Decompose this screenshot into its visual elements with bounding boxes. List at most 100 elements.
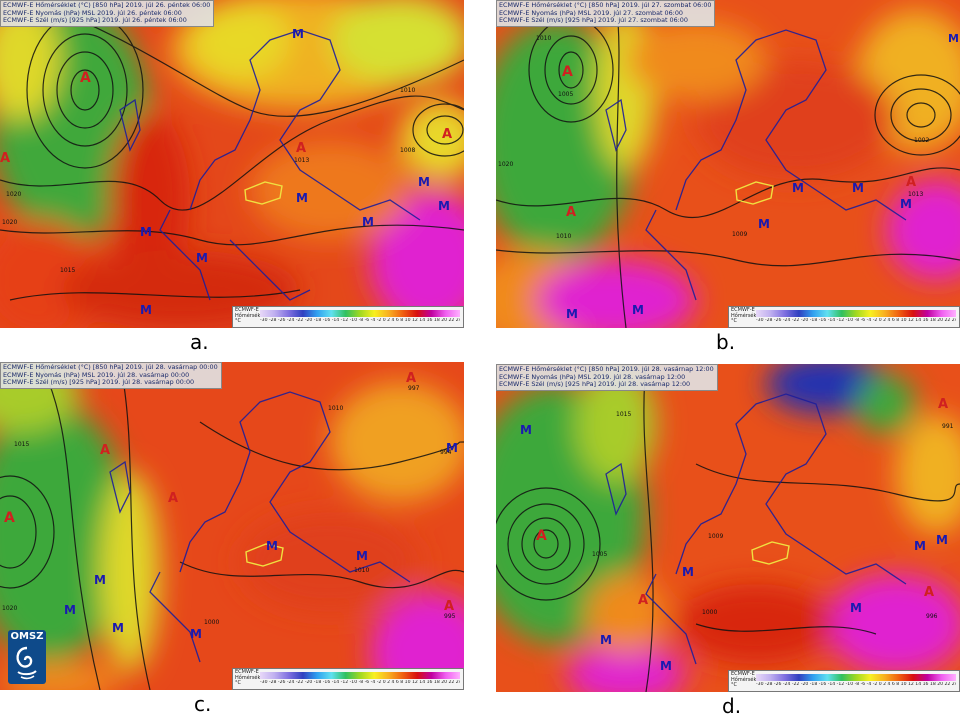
isobar-label: 1009	[732, 231, 747, 238]
low-pressure-symbol: M	[600, 633, 612, 647]
legend-brand: ECMWF-E	[235, 307, 259, 313]
high-pressure-symbol: A	[566, 205, 576, 220]
isobar-label: 1005	[592, 551, 607, 558]
low-pressure-symbol: M	[356, 549, 368, 563]
hungary-outline	[244, 181, 283, 205]
hungary-outline	[735, 181, 774, 205]
header-temperature: ECMWF-E Hőmérséklet (°C) [850 hPa] 2019.…	[3, 363, 218, 371]
color-scale-bar	[756, 674, 956, 681]
low-pressure-symbol: M	[266, 539, 278, 553]
low-pressure-symbol: M	[292, 27, 304, 41]
high-pressure-symbol: A	[296, 141, 306, 156]
hungary-outline	[751, 541, 790, 565]
temperature-legend: ECMWF-E Hőmérséklet °C -30 -28 -26 -24 -…	[232, 668, 464, 690]
panel-caption-b: b.	[716, 330, 736, 354]
low-pressure-symbol: M	[936, 533, 948, 547]
isobar-label: 1015	[14, 441, 29, 448]
legend-brand: ECMWF-E	[235, 669, 259, 675]
low-pressure-symbol: M	[660, 659, 672, 673]
high-pressure-symbol: A	[924, 585, 934, 600]
legend-ticks: -30 -28 -26 -24 -22 -20 -18 -16 -14 -12 …	[756, 318, 956, 323]
color-scale-bar	[756, 310, 956, 317]
legend-unit: °C	[731, 682, 737, 689]
weather-map-c: A A A A A M M M M M M M 1010 1015 1020 1…	[0, 362, 464, 690]
high-pressure-symbol: A	[442, 127, 452, 142]
isobar-label: 995	[444, 613, 456, 620]
isobar-label: 1010	[536, 35, 551, 42]
isobar-label: 1015	[616, 411, 631, 418]
low-pressure-symbol: M	[64, 603, 76, 617]
isobar-label: 1013	[908, 191, 923, 198]
high-pressure-symbol: A	[4, 510, 15, 526]
panel-caption-a: a.	[190, 330, 209, 354]
isobar-label: 1000	[204, 619, 219, 626]
high-pressure-symbol: A	[444, 599, 454, 614]
low-pressure-symbol: M	[362, 215, 374, 229]
isobar-label: 1010	[328, 405, 343, 412]
color-scale-bar	[260, 310, 460, 317]
low-pressure-symbol: M	[296, 191, 308, 205]
low-pressure-symbol: M	[914, 539, 926, 553]
high-pressure-symbol: A	[906, 175, 916, 190]
legend-title: Hőmérséklet	[235, 312, 267, 319]
high-pressure-symbol: A	[80, 70, 91, 86]
map-header: ECMWF-E Hőmérséklet (°C) [850 hPa] 2019.…	[0, 362, 222, 389]
low-pressure-symbol: M	[852, 181, 864, 195]
header-pressure: ECMWF-E Nyomás (hPa) MSL 2019. júl 26. p…	[3, 8, 182, 17]
isobar-label: 1008	[400, 147, 415, 154]
isobar-label: 1020	[6, 191, 21, 198]
isobar-label: 1013	[294, 157, 309, 164]
low-pressure-symbol: M	[682, 565, 694, 579]
map-header: ECMWF-E Hőmérséklet (°C) [850 hPa] 2019.…	[496, 0, 716, 27]
low-pressure-symbol: M	[566, 307, 578, 321]
isobar-label: 1010	[556, 233, 571, 240]
map-panel-c: A A A A A M M M M M M M 1010 1015 1020 1…	[0, 362, 464, 690]
low-pressure-symbol: M	[94, 573, 106, 587]
logo-text: OMSZ	[10, 631, 44, 642]
low-pressure-symbol: M	[418, 175, 430, 189]
high-pressure-symbol: A	[100, 443, 110, 458]
hungary-outline	[245, 543, 284, 567]
high-pressure-symbol: A	[168, 491, 178, 506]
header-wind: ECMWF-E Szél (m/s) [925 hPa] 2019. júl 2…	[3, 378, 195, 387]
map-panel-d: A A A A M M M M M M M 1015 1005 1000 100…	[496, 364, 960, 692]
map-header: ECMWF-E Hőmérséklet (°C) [850 hPa] 2019.…	[496, 364, 718, 391]
isobar-label: 991	[942, 423, 954, 430]
low-pressure-symbol: M	[758, 217, 770, 231]
isobar-label: 1010	[354, 567, 369, 574]
header-pressure: ECMWF-E Nyomás (hPa) MSL 2019. júl 27. s…	[499, 8, 683, 17]
swirl-icon	[16, 646, 37, 680]
low-pressure-symbol: M	[196, 251, 208, 265]
low-pressure-symbol: M	[438, 199, 450, 213]
legend-unit: °C	[235, 318, 241, 325]
temperature-legend: ECMWF-E Hőmérséklet °C -30 -28 -26 -24 -…	[728, 306, 960, 328]
isobar-label: 1009	[708, 533, 723, 540]
legend-title: Hőmérséklet	[731, 676, 763, 683]
weather-map-b: A A A M M M M M M M 1010 1005 1020 1010 …	[496, 0, 960, 328]
low-pressure-symbol: M	[792, 181, 804, 195]
low-pressure-symbol: M	[112, 621, 124, 635]
isobar-label: 1020	[498, 161, 513, 168]
header-wind: ECMWF-E Szél (m/s) [925 hPa] 2019. júl 2…	[499, 16, 688, 25]
isobar-label: 1020	[2, 219, 17, 226]
legend-ticks: -30 -28 -26 -24 -22 -20 -18 -16 -14 -12 …	[756, 682, 956, 687]
high-pressure-symbol: A	[406, 371, 416, 386]
isobar-label: 1015	[60, 267, 75, 274]
isobar-label: 994	[440, 449, 452, 456]
temperature-legend: ECMWF-E Hőmérséklet °C -30 -28 -26 -24 -…	[232, 306, 464, 328]
low-pressure-symbol: M	[900, 197, 912, 211]
high-pressure-symbol: A	[938, 397, 948, 412]
isobar-label: 996	[926, 613, 938, 620]
isobar-label: 1002	[914, 137, 929, 144]
legend-brand: ECMWF-E	[731, 307, 755, 313]
low-pressure-symbol: M	[190, 627, 202, 641]
legend-ticks: -30 -28 -26 -24 -22 -20 -18 -16 -14 -12 …	[260, 680, 460, 685]
legend-unit: °C	[731, 318, 737, 325]
isobar-label: 1000	[702, 609, 717, 616]
low-pressure-symbol: M	[446, 441, 458, 455]
panel-caption-d: d.	[722, 694, 742, 718]
map-header: ECMWF-E Hőmérséklet (°C) [850 hPa] 2019.…	[0, 0, 215, 27]
header-pressure: ECMWF-E Nyomás (hPa) MSL 2019. júl 28. v…	[3, 370, 190, 379]
weather-map-d: A A A A M M M M M M M 1015 1005 1000 100…	[496, 364, 960, 692]
isobar-label: 1010	[400, 87, 415, 94]
